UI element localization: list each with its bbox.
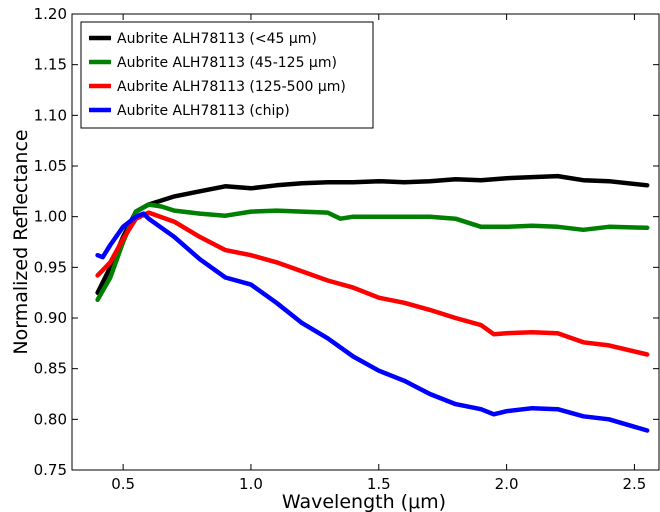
y-tick-label: 0.80 xyxy=(34,410,67,428)
y-tick-label: 0.90 xyxy=(34,309,67,327)
y-tick-label: 1.05 xyxy=(34,157,67,175)
axis-ticks: 0.5 1.0 1.5 2.0 2.5 0.75 0.80 0.85 0.90 0.95 1.00 1… xyxy=(34,5,659,493)
x-tick-label: 2.5 xyxy=(623,475,647,493)
legend-box xyxy=(80,21,374,129)
y-tick-label: 0.95 xyxy=(34,258,67,276)
x-tick-label: 2.0 xyxy=(495,475,519,493)
y-axis-title: Normalized Reflectance xyxy=(10,129,32,354)
series-line-2 xyxy=(95,210,650,357)
legend: Aubrite ALH78113 (<45 μm) Aubrite ALH7811… xyxy=(80,21,374,129)
series-line-0 xyxy=(95,173,650,295)
series-line-3 xyxy=(95,211,650,433)
legend-label-2: Aubrite ALH78113 (125-500 μm) xyxy=(117,79,346,95)
legend-label-3: Aubrite ALH78113 (chip) xyxy=(117,103,290,119)
y-tick-label: 0.85 xyxy=(34,360,67,378)
x-tick-label: 0.5 xyxy=(111,475,135,493)
x-tick-label: 1.5 xyxy=(367,475,391,493)
y-tick-label: 1.15 xyxy=(34,56,67,74)
y-tick-label: 1.20 xyxy=(34,5,67,23)
y-tick-label: 1.10 xyxy=(34,106,67,124)
y-tick-label: 1.00 xyxy=(34,208,67,226)
legend-label-1: Aubrite ALH78113 (45-125 μm) xyxy=(117,55,337,71)
x-axis-title: Wavelength (μm) xyxy=(282,491,446,512)
y-tick-label: 0.75 xyxy=(34,461,67,479)
x-tick-label: 1.0 xyxy=(239,475,263,493)
series-layer xyxy=(95,173,650,433)
legend-label-0: Aubrite ALH78113 (<45 μm) xyxy=(117,31,317,47)
series-line-1 xyxy=(95,202,650,303)
plot-frame xyxy=(71,13,660,471)
